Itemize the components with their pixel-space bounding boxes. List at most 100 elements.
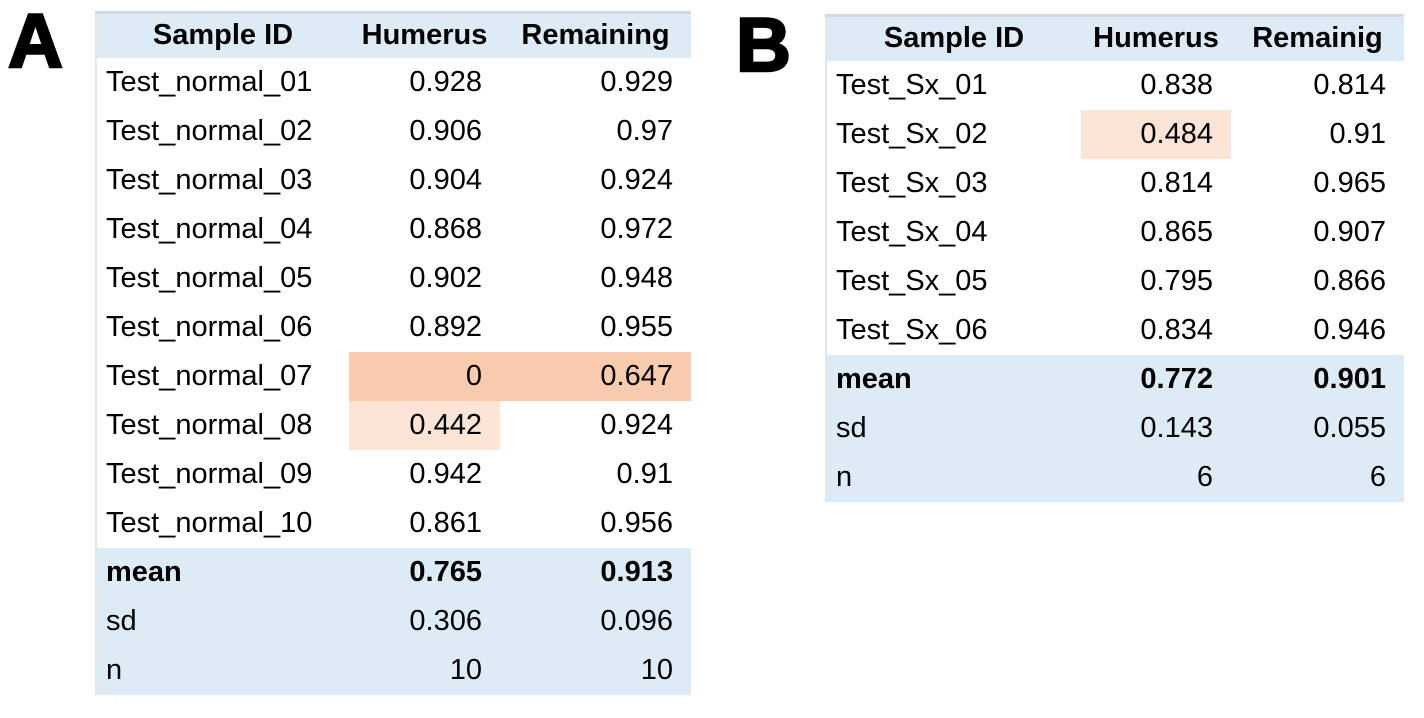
humerus-value-cell: 10 <box>349 645 500 695</box>
column-header-humerus: Humerus <box>1081 15 1231 61</box>
table-a: Sample ID Humerus Remaining Test_normal_… <box>95 11 691 695</box>
summary-label-cell: n <box>96 645 349 695</box>
table-b-header-row: Sample ID Humerus Remainig <box>826 15 1404 61</box>
summary-row: sd 0.306 0.096 <box>96 596 691 646</box>
remaining-value-cell: 0.866 <box>1313 264 1386 297</box>
remaining-value-cell: 0.955 <box>600 310 673 343</box>
table-row: Test_normal_03 0.904 0.924 <box>96 156 691 205</box>
table-row: Test_normal_10 0.861 0.956 <box>96 499 691 548</box>
humerus-value-cell: 0.772 <box>1081 354 1231 404</box>
humerus-value-cell: 0.795 <box>1140 264 1213 297</box>
sample-id-cell: Test_Sx_06 <box>836 313 988 346</box>
remaining-value-cell: 0.814 <box>1313 68 1386 101</box>
sample-id-cell: Test_normal_08 <box>106 408 313 441</box>
sample-id-cell: Test_normal_03 <box>106 163 313 196</box>
humerus-value-cell: 0.765 <box>349 547 500 597</box>
table-row: Test_normal_06 0.892 0.955 <box>96 303 691 352</box>
humerus-value-cell: 0.484 <box>1081 109 1231 159</box>
remaining-value-cell: 0.096 <box>500 596 691 646</box>
column-header-humerus: Humerus <box>349 12 500 58</box>
humerus-value-cell: 0.861 <box>409 506 482 539</box>
remaining-value-cell: 0.956 <box>600 506 673 539</box>
table-row: Test_normal_09 0.942 0.91 <box>96 450 691 499</box>
table-row: Test_normal_01 0.928 0.929 <box>96 58 691 107</box>
sample-id-cell: Test_Sx_04 <box>836 215 988 248</box>
summary-label-cell: mean <box>96 547 349 597</box>
summary-row: sd 0.143 0.055 <box>826 403 1404 453</box>
sample-id-cell: Test_normal_10 <box>106 506 313 539</box>
table-row: Test_Sx_03 0.814 0.965 <box>826 159 1404 208</box>
table-row: Test_normal_08 0.442 0.924 <box>96 400 691 450</box>
table-row: Test_Sx_01 0.838 0.814 <box>826 61 1404 110</box>
humerus-value-cell: 0.306 <box>349 596 500 646</box>
sample-id-cell: Test_normal_06 <box>106 310 313 343</box>
table-row: Test_normal_04 0.868 0.972 <box>96 205 691 254</box>
sample-id-cell: Test_normal_05 <box>106 261 313 294</box>
summary-row: mean 0.765 0.913 <box>96 547 691 597</box>
humerus-value-cell: 0.442 <box>349 400 500 450</box>
table-row: Test_Sx_06 0.834 0.946 <box>826 306 1404 355</box>
summary-label-cell: sd <box>826 403 1081 453</box>
remaining-value-cell: 0.946 <box>1313 313 1386 346</box>
remaining-value-cell: 0.647 <box>500 351 691 401</box>
sample-id-cell: Test_Sx_05 <box>836 264 988 297</box>
column-header-sample-id: Sample ID <box>826 15 1081 61</box>
remaining-value-cell: 0.929 <box>600 65 673 98</box>
sample-id-cell: Test_normal_02 <box>106 114 313 147</box>
table-a-body: Test_normal_01 0.928 0.929 Test_normal_02 0.… <box>96 58 691 695</box>
humerus-value-cell: 0.904 <box>409 163 482 196</box>
remaining-value-cell: 0.907 <box>1313 215 1386 248</box>
humerus-value-cell: 0.814 <box>1140 166 1213 199</box>
humerus-value-cell: 0.902 <box>409 261 482 294</box>
humerus-value-cell: 6 <box>1081 452 1231 502</box>
table-row: Test_normal_05 0.902 0.948 <box>96 254 691 303</box>
column-header-remaining: Remaining <box>500 12 691 58</box>
humerus-value-cell: 0.143 <box>1081 403 1231 453</box>
summary-row: mean 0.772 0.901 <box>826 354 1404 404</box>
remaining-value-cell: 0.924 <box>600 408 673 441</box>
remaining-value-cell: 0.924 <box>600 163 673 196</box>
remaining-value-cell: 0.97 <box>616 114 673 147</box>
humerus-value-cell: 0 <box>349 351 500 401</box>
sample-id-cell: Test_normal_07 <box>106 359 313 392</box>
sample-id-cell: Test_Sx_01 <box>836 68 988 101</box>
humerus-value-cell: 0.892 <box>409 310 482 343</box>
table-b-body: Test_Sx_01 0.838 0.814 Test_Sx_02 0.484 0.91 T… <box>826 61 1404 502</box>
table-row: Test_normal_02 0.906 0.97 <box>96 107 691 156</box>
table-b: Sample ID Humerus Remainig Test_Sx_01 0.8… <box>825 14 1404 502</box>
humerus-value-cell: 0.906 <box>409 114 482 147</box>
humerus-value-cell: 0.865 <box>1140 215 1213 248</box>
column-header-sample-id: Sample ID <box>96 12 349 58</box>
sample-id-cell: Test_normal_09 <box>106 457 313 490</box>
humerus-value-cell: 0.834 <box>1140 313 1213 346</box>
remaining-value-cell: 0.948 <box>600 261 673 294</box>
table-row: Test_Sx_04 0.865 0.907 <box>826 208 1404 257</box>
sample-id-cell: Test_normal_04 <box>106 212 313 245</box>
sample-id-cell: Test_normal_01 <box>106 65 313 98</box>
table-row: Test_Sx_05 0.795 0.866 <box>826 257 1404 306</box>
remaining-value-cell: 0.913 <box>500 547 691 597</box>
summary-label-cell: sd <box>96 596 349 646</box>
remaining-value-cell: 0.972 <box>600 212 673 245</box>
remaining-value-cell: 6 <box>1231 452 1404 502</box>
sample-id-cell: Test_Sx_02 <box>836 117 988 150</box>
column-header-remaining: Remainig <box>1231 15 1404 61</box>
remaining-value-cell: 0.965 <box>1313 166 1386 199</box>
summary-label-cell: mean <box>826 354 1081 404</box>
remaining-value-cell: 0.91 <box>616 457 673 490</box>
remaining-value-cell: 0.91 <box>1329 117 1386 150</box>
table-row: Test_Sx_02 0.484 0.91 <box>826 109 1404 159</box>
remaining-value-cell: 10 <box>500 645 691 695</box>
table-a-header-row: Sample ID Humerus Remaining <box>96 12 691 58</box>
panel-a-label: A <box>7 0 64 84</box>
sample-id-cell: Test_Sx_03 <box>836 166 988 199</box>
humerus-value-cell: 0.928 <box>409 65 482 98</box>
humerus-value-cell: 0.942 <box>409 457 482 490</box>
humerus-value-cell: 0.838 <box>1140 68 1213 101</box>
remaining-value-cell: 0.055 <box>1231 403 1404 453</box>
remaining-value-cell: 0.901 <box>1231 354 1404 404</box>
panel-b-label: B <box>735 3 792 88</box>
humerus-value-cell: 0.868 <box>409 212 482 245</box>
summary-row: n 10 10 <box>96 645 691 695</box>
